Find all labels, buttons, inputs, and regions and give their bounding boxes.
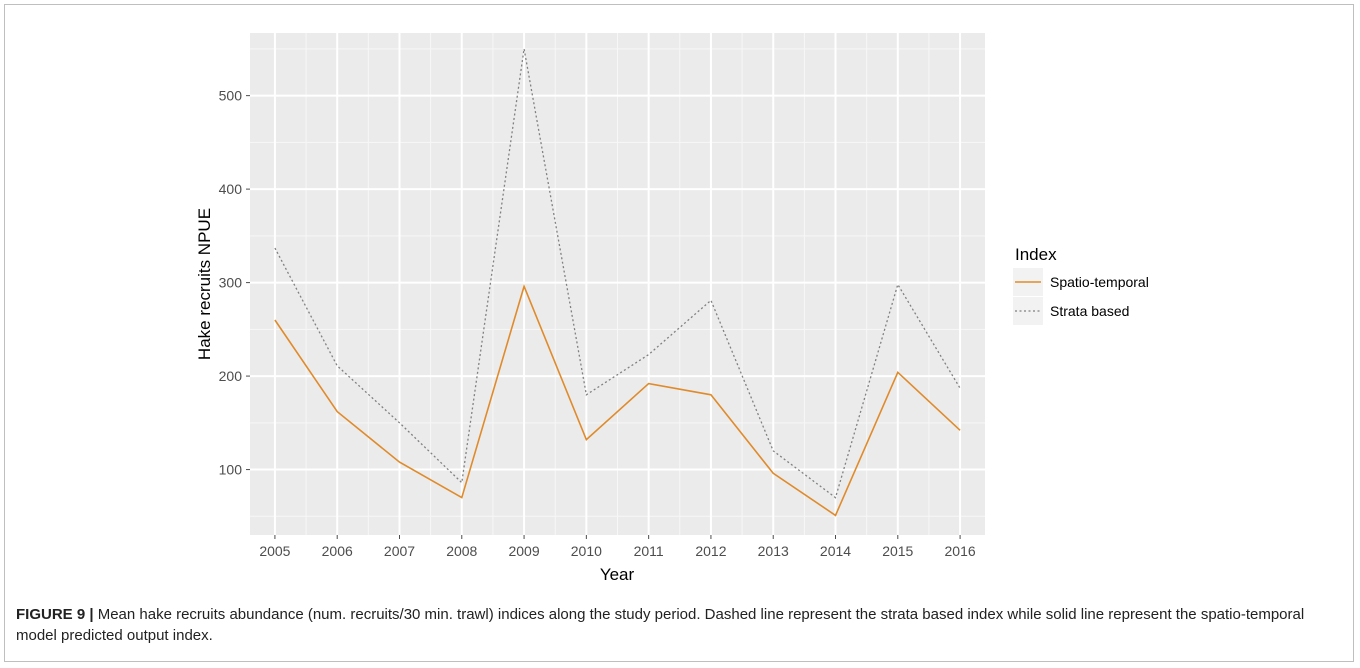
x-axis-title: Year: [600, 565, 635, 584]
x-tick-label: 2014: [820, 543, 851, 559]
major-gridlines: [250, 33, 985, 535]
legend-label: Strata based: [1050, 303, 1129, 319]
x-tick-label: 2011: [634, 543, 664, 559]
legend-title: Index: [1015, 245, 1057, 264]
y-axis-title: Hake recruits NPUE: [195, 208, 214, 360]
x-tick-label: 2007: [384, 543, 415, 559]
minor-gridlines: [250, 33, 985, 535]
x-tick-label: 2012: [695, 543, 726, 559]
x-tick-label: 2016: [945, 543, 976, 559]
y-tick-label: 100: [219, 462, 243, 478]
caption-label: FIGURE 9 |: [16, 606, 94, 623]
line-chart: 100 200 300 400 500 2005 2006 2007 2008 2009 2010…: [195, 33, 1149, 584]
x-tick-label: 2005: [259, 543, 290, 559]
series-layer: [274, 48, 961, 517]
x-tick-label: 2015: [882, 543, 913, 559]
legend: Index Spatio-temporal Strata based: [1013, 245, 1149, 325]
series-line-2: [274, 48, 961, 499]
x-tick-label: 2008: [446, 543, 477, 559]
legend-label: Spatio-temporal: [1050, 274, 1149, 290]
figure-caption: FIGURE 9 | Mean hake recruits abundance …: [16, 604, 1346, 646]
caption-text: Mean hake recruits abundance (num. recru…: [16, 606, 1305, 644]
x-tick-label: 2009: [508, 543, 539, 559]
series-line-1: [274, 283, 961, 517]
y-tick-label: 300: [219, 275, 243, 291]
y-tick-label: 200: [219, 368, 243, 384]
x-tick-label: 2010: [571, 543, 602, 559]
x-tick-label: 2006: [322, 543, 353, 559]
y-tick-label: 500: [219, 88, 243, 104]
legend-items: Spatio-temporal Strata based: [1013, 268, 1149, 325]
x-tick-labels: 2005 2006 2007 2008 2009 2010 2011 2012 2013 2014…: [259, 535, 976, 559]
y-tick-label: 400: [219, 181, 243, 197]
y-tick-labels: 100 200 300 400 500: [219, 88, 250, 478]
x-tick-label: 2013: [758, 543, 789, 559]
